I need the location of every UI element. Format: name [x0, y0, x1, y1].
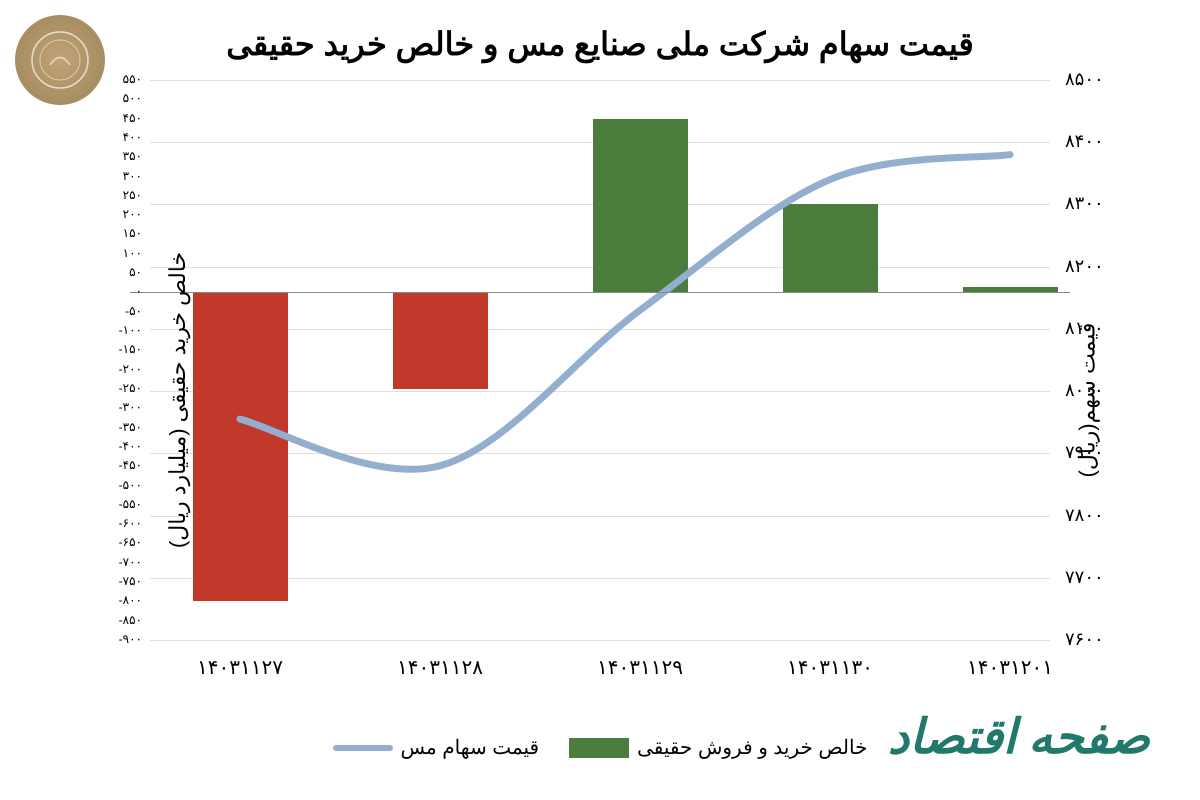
x-tick: ۱۴۰۳۱۱۲۹: [597, 655, 683, 680]
y-left-tick: -۲۰۰: [119, 363, 142, 376]
y-left-tick: ۱۵۰: [123, 227, 142, 240]
zero-baseline: [130, 292, 1070, 293]
y-left-tick: ۴۰۰: [123, 131, 142, 144]
legend-line-label: قیمت سهام مس: [401, 735, 540, 760]
y-left-tick: ۲۰۰: [123, 208, 142, 221]
x-tick: ۱۴۰۳۱۱۲۷: [197, 655, 283, 680]
y-left-tick: ۲۵۰: [123, 189, 142, 202]
y-right-tick: ۸۰۰۰: [1065, 380, 1104, 401]
y-right-tick: ۸۴۰۰: [1065, 131, 1104, 152]
y-left-tick: -۲۵۰: [119, 382, 142, 395]
legend-bars-label: خالص خرید و فروش حقیقی: [637, 735, 867, 760]
y-left-tick: -۸۵۰: [119, 614, 142, 627]
y-left-tick: -۵۰: [125, 305, 142, 318]
watermark: صفحه اقتصاد: [888, 709, 1150, 765]
y-left-tick: ۳۵۰: [123, 150, 142, 163]
y-left-tick: ۰: [136, 285, 142, 298]
y-right-tick: ۷۸۰۰: [1065, 505, 1104, 526]
y-axis-left-title: خالص خرید حقیقی (میلیارد ریال): [165, 252, 191, 548]
y-left-tick: ۵۰۰: [123, 92, 142, 105]
y-left-tick: -۳۰۰: [119, 401, 142, 414]
x-tick: ۱۴۰۳۱۱۳۰: [787, 655, 873, 680]
gridline: [150, 640, 1050, 641]
y-left-tick: -۶۵۰: [119, 536, 142, 549]
legend-bars-swatch-icon: [569, 738, 629, 758]
price-line: [150, 80, 1050, 640]
legend-item-bars: خالص خرید و فروش حقیقی: [569, 735, 867, 760]
y-left-tick: -۸۰۰: [119, 594, 142, 607]
y-right-tick: ۸۲۰۰: [1065, 256, 1104, 277]
y-left-tick: -۷۵۰: [119, 575, 142, 588]
y-left-tick: -۳۵۰: [119, 421, 142, 434]
plot-area: [150, 80, 1050, 640]
y-right-tick: ۷۷۰۰: [1065, 567, 1104, 588]
y-right-tick: ۸۳۰۰: [1065, 193, 1104, 214]
y-left-tick: -۵۰۰: [119, 479, 142, 492]
y-right-tick: ۸۵۰۰: [1065, 69, 1104, 90]
y-left-tick: -۱۵۰: [119, 343, 142, 356]
y-left-tick: -۴۰۰: [119, 440, 142, 453]
x-tick: ۱۴۰۳۱۱۲۸: [397, 655, 483, 680]
chart-title: قیمت سهام شرکت ملی صنایع مس و خالص خرید …: [0, 25, 1200, 63]
y-right-tick: ۷۶۰۰: [1065, 629, 1104, 650]
y-left-tick: -۹۰۰: [119, 633, 142, 646]
y-left-tick: -۴۵۰: [119, 459, 142, 472]
y-right-tick: ۸۱۰۰: [1065, 318, 1104, 339]
x-tick: ۱۴۰۳۱۲۰۱: [967, 655, 1053, 680]
y-left-tick: ۱۰۰: [123, 247, 142, 260]
y-left-tick: ۳۰۰: [123, 170, 142, 183]
y-left-tick: -۱۰۰: [119, 324, 142, 337]
y-left-tick: ۵۵۰: [123, 73, 142, 86]
y-left-tick: -۵۵۰: [119, 498, 142, 511]
y-right-tick: ۷۹۰۰: [1065, 442, 1104, 463]
y-left-tick: ۵۰: [129, 266, 142, 279]
y-left-tick: ۴۵۰: [123, 112, 142, 125]
y-left-tick: -۷۰۰: [119, 556, 142, 569]
legend-line-swatch-icon: [333, 745, 393, 751]
legend-item-line: قیمت سهام مس: [333, 735, 540, 760]
chart-container: قیمت سهام شرکت ملی صنایع مس و خالص خرید …: [0, 0, 1200, 800]
y-left-tick: -۶۰۰: [119, 517, 142, 530]
